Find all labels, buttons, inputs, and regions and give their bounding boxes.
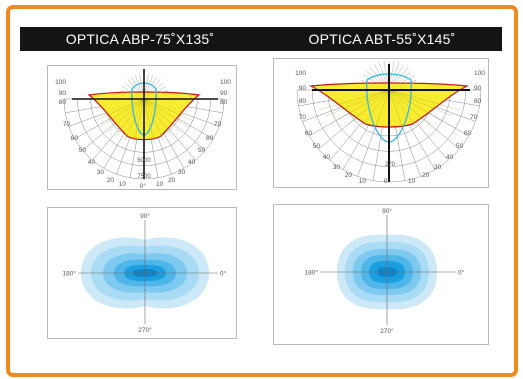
polar-angle-label-right: 10 (156, 181, 164, 188)
curve-grid (143, 98, 182, 133)
polar-angle-label-left: 90 (299, 85, 307, 92)
polar-angle-label-right: 90 (474, 85, 482, 92)
polar-angle-label-right: 30 (178, 169, 186, 176)
isolux-diagram-abp: 90° 180° 0° 270° (47, 207, 237, 339)
curve-grid (143, 98, 155, 143)
iso-angle-90: 90° (140, 212, 150, 220)
curve-grid (143, 98, 189, 128)
polar-diagram-abp: 100 90 80 70 60 50 40 30 20 10 0° 100 90 80 70 60 50 40 30… (47, 65, 237, 190)
polar-angle-label-left: 30 (97, 169, 105, 176)
curve-grid (133, 98, 145, 143)
polar-diagram-abt: 100 90 80 70 60 50 40 30 20 10 0° 100 90 80 70 60 50 40 30… (273, 58, 489, 188)
polar-angle-label-right: 80 (474, 98, 482, 105)
curve-grid (388, 89, 442, 121)
polar-angle-label-right: 20 (168, 177, 176, 184)
optic-title-left: OPTICA ABP-75˚X135˚ (65, 31, 215, 47)
curve-grid (388, 89, 460, 111)
isolux-diagram-abp-svg: 90° 180° 0° 270° (63, 212, 227, 334)
polar-angle-label-right: 70 (214, 121, 222, 128)
curve-grid (326, 89, 390, 116)
curve-grid (388, 89, 452, 116)
polar-angle-label-left: 20 (345, 172, 353, 179)
optic-title-right: OPTICA ABT-55˚X145˚ (308, 31, 456, 47)
curve-grid (93, 98, 145, 122)
curve-grid (318, 89, 390, 111)
iso-angle-0: 0° (458, 269, 465, 277)
curve-grid (106, 98, 145, 133)
polar-angle-label-left: 40 (88, 159, 96, 166)
polar-angle-label-left: 100 (295, 70, 306, 77)
polar-angle-label-left: 100 (55, 79, 66, 86)
polar-angle-label-left: 20 (107, 177, 115, 184)
polar-angle-label-right: 50 (198, 147, 206, 154)
polar-angle-label-left: 10 (119, 181, 127, 188)
curve-grid (99, 98, 145, 128)
polar-angle-label-left: 70 (299, 114, 307, 121)
polar-angle-label-left: 70 (63, 121, 71, 128)
polar-angle-label-right: 60 (464, 130, 472, 137)
iso-angle-270: 270° (380, 327, 394, 335)
polar-angle-label-left: 0° (384, 177, 391, 185)
light-curve-c90 (366, 73, 412, 143)
curve-grid (388, 89, 418, 128)
polar-angle-label-right: 60 (206, 135, 214, 142)
polar-intensity-label: 7500 (137, 174, 151, 180)
polar-angle-label-left: 90 (59, 90, 67, 97)
polar-intensity-label: 6000 (137, 158, 151, 164)
curve-grid (143, 98, 164, 141)
polar-angle-label-left: 80 (299, 98, 307, 105)
isolux-diagram-abt-svg: 90° 180° 0° 270° (305, 207, 465, 335)
polar-angle-label-left: 10 (359, 178, 367, 185)
polar-angle-label-left: 60 (305, 130, 313, 137)
curve-grid (388, 89, 404, 130)
iso-angle-270: 270° (138, 326, 152, 334)
curve-grid (360, 89, 390, 128)
curve-grid (336, 89, 390, 121)
curve-grid (143, 98, 174, 138)
curve-grid (114, 98, 145, 138)
polar-angle-label-right: 70 (470, 114, 478, 121)
iso-angle-90: 90° (382, 207, 392, 215)
polar-angle-label-left: 60 (71, 135, 79, 142)
polar-angle-label-right: 100 (474, 70, 485, 77)
polar-angle-label-right: 30 (434, 164, 442, 171)
polar-angle-label-left: 50 (313, 143, 321, 150)
polar-angle-label-right: 40 (188, 159, 196, 166)
polar-angle-label-left: 0° (140, 182, 147, 189)
curve-grid (124, 98, 145, 141)
polar-angle-label-right: 40 (446, 154, 454, 161)
polar-angle-label-left: 30 (333, 164, 341, 171)
header-banner: OPTICA ABP-75˚X135˚ OPTICA ABT-55˚X145˚ (20, 27, 502, 51)
curve-grid (143, 98, 195, 122)
polar-angle-label-right: 80 (220, 99, 228, 106)
polar-angle-label-right: 100 (220, 79, 231, 86)
iso-angle-180: 180° (305, 269, 319, 277)
polar-angle-label-right: 20 (422, 172, 430, 179)
iso-angle-0: 0° (220, 270, 227, 278)
curve-grid (374, 89, 390, 130)
iso-angle-180: 180° (63, 270, 77, 278)
isolux-diagram-abt: 90° 180° 0° 270° (273, 204, 489, 345)
polar-intensity-label: 270 (385, 162, 396, 168)
polar-angle-label-left: 40 (323, 154, 331, 161)
polar-angle-label-right: 90 (220, 90, 228, 97)
polar-angle-label-left: 50 (79, 147, 87, 154)
polar-angle-label-left: 80 (59, 99, 67, 106)
polar-angle-label-right: 10 (408, 178, 416, 185)
polar-angle-label-right: 50 (456, 143, 464, 150)
